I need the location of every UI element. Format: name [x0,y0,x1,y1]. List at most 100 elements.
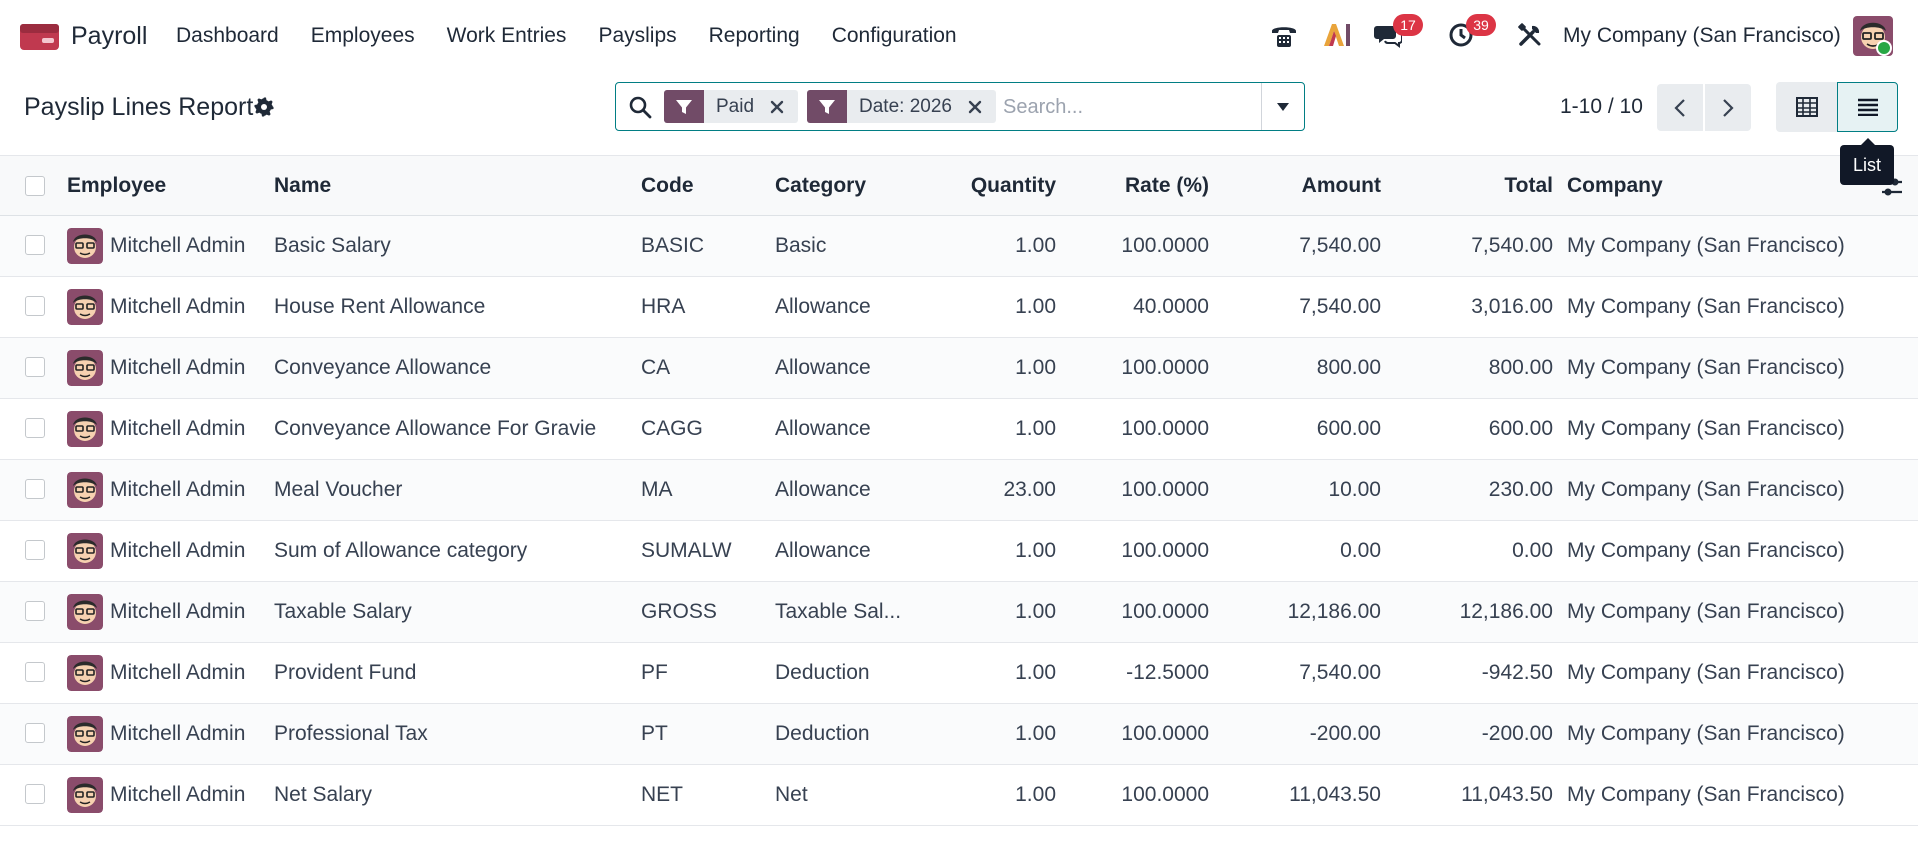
column-amount[interactable]: Amount [1301,174,1381,197]
cell-amount[interactable]: 7,540.00 [1299,661,1381,684]
cell-amount[interactable]: 10.00 [1328,478,1381,501]
close-icon[interactable] [766,96,788,118]
cell-category[interactable]: Allowance [775,417,871,440]
row-checkbox[interactable] [25,418,45,438]
cell-code[interactable]: HRA [641,295,686,318]
cell-rate[interactable]: 100.0000 [1121,417,1209,440]
select-all-checkbox[interactable] [25,176,45,196]
employee-avatar[interactable] [67,533,103,569]
row-checkbox[interactable] [25,784,45,804]
cell-amount[interactable]: 800.00 [1316,356,1381,379]
cell-company[interactable]: My Company (San Francisco) [1567,783,1845,806]
list-view-button[interactable] [1837,82,1898,132]
cell-total[interactable]: 230.00 [1488,478,1553,501]
cell-quantity[interactable]: 1.00 [1015,417,1056,440]
cell-category[interactable]: Net [775,783,808,806]
cell-amount[interactable]: 0.00 [1340,539,1381,562]
cell-company[interactable]: My Company (San Francisco) [1567,234,1845,257]
cell-rate[interactable]: 100.0000 [1121,600,1209,623]
cell-rate[interactable]: 100.0000 [1121,478,1209,501]
column-rate[interactable]: Rate (%) [1124,174,1209,197]
cell-code[interactable]: PF [641,661,668,684]
menu-employees[interactable]: Employees [310,24,415,47]
pager-value[interactable]: 1-10 / 10 [1560,95,1643,118]
cell-quantity[interactable]: 1.00 [1015,722,1056,745]
cell-quantity[interactable]: 1.00 [1015,600,1056,623]
menu-payslips[interactable]: Payslips [598,24,677,47]
cell-total[interactable]: 800.00 [1488,356,1553,379]
cell-name[interactable]: Basic Salary [274,234,391,257]
table-row[interactable]: Mitchell Admin Basic Salary BASIC Basic 1.00… [0,216,1918,277]
cell-total[interactable]: 12,186.00 [1459,600,1553,623]
menu-work-entries[interactable]: Work Entries [446,24,567,47]
employee-avatar[interactable] [67,228,103,264]
table-row[interactable]: Mitchell Admin Taxable Salary GROSS Taxable… [0,582,1918,643]
cell-employee[interactable]: Mitchell Admin [110,234,246,257]
cell-name[interactable]: House Rent Allowance [274,295,486,318]
cell-employee[interactable]: Mitchell Admin [110,356,246,379]
cell-employee[interactable]: Mitchell Admin [110,783,246,806]
cell-quantity[interactable]: 1.00 [1015,661,1056,684]
table-row[interactable]: Mitchell Admin Meal Voucher MA Allowance 23.… [0,460,1918,521]
cell-code[interactable]: NET [641,783,683,806]
payroll-app-icon[interactable] [20,22,59,52]
cell-quantity[interactable]: 1.00 [1015,356,1056,379]
cell-category[interactable]: Basic [775,234,827,257]
column-total[interactable]: Total [1504,174,1553,197]
column-quantity[interactable]: Quantity [970,174,1056,197]
cell-employee[interactable]: Mitchell Admin [110,478,246,501]
menu-configuration[interactable]: Configuration [831,24,957,47]
cell-name[interactable]: Professional Tax [274,722,428,745]
employee-avatar[interactable] [67,289,103,325]
cell-quantity[interactable]: 1.00 [1015,234,1056,257]
menu-reporting[interactable]: Reporting [708,24,800,47]
cell-employee[interactable]: Mitchell Admin [110,417,246,440]
cell-name[interactable]: Conveyance Allowance For Gravie [274,417,597,440]
table-row[interactable]: Mitchell Admin House Rent Allowance HRA All… [0,277,1918,338]
cell-category[interactable]: Allowance [775,356,871,379]
search-input[interactable] [1003,92,1253,122]
employee-avatar[interactable] [67,655,103,691]
row-checkbox[interactable] [25,540,45,560]
cell-company[interactable]: My Company (San Francisco) [1567,539,1845,562]
gear-icon[interactable] [254,97,274,117]
cell-total[interactable]: 11,043.50 [1461,783,1553,806]
cell-name[interactable]: Conveyance Allowance [274,356,492,379]
cell-code[interactable]: GROSS [641,600,717,623]
chat-icon[interactable]: 17 [1371,14,1423,52]
employee-avatar[interactable] [67,594,103,630]
phone-icon[interactable] [1267,18,1301,52]
cell-code[interactable]: MA [641,478,673,501]
cell-quantity[interactable]: 23.00 [1003,478,1056,501]
employee-avatar[interactable] [67,411,103,447]
cell-company[interactable]: My Company (San Francisco) [1567,661,1845,684]
search-options-toggle[interactable] [1261,83,1304,130]
cell-code[interactable]: PT [641,722,668,745]
cell-company[interactable]: My Company (San Francisco) [1567,478,1845,501]
cell-total[interactable]: 7,540.00 [1471,234,1553,257]
search-icon[interactable] [628,95,652,119]
column-employee[interactable]: Employee [67,174,167,197]
column-company[interactable]: Company [1567,174,1663,197]
cell-name[interactable]: Provident Fund [274,661,417,684]
row-checkbox[interactable] [25,479,45,499]
employee-avatar[interactable] [67,350,103,386]
cell-category[interactable]: Taxable Sal... [775,600,902,623]
cell-name[interactable]: Meal Voucher [274,478,403,501]
close-icon[interactable] [964,96,986,118]
cell-rate[interactable]: 100.0000 [1121,234,1209,257]
table-row[interactable]: Mitchell Admin Professional Tax PT Deductio… [0,704,1918,765]
cell-employee[interactable]: Mitchell Admin [110,661,246,684]
cell-rate[interactable]: -12.5000 [1126,661,1209,684]
pager-next-button[interactable] [1705,84,1751,131]
cell-category[interactable]: Allowance [775,478,871,501]
employee-avatar[interactable] [67,472,103,508]
menu-dashboard[interactable]: Dashboard [176,24,279,47]
cell-category[interactable]: Deduction [775,661,870,684]
row-checkbox[interactable] [25,296,45,316]
debug-tools-icon[interactable] [1513,18,1547,52]
table-row[interactable]: Mitchell Admin Conveyance Allowance For G… [0,399,1918,460]
cell-company[interactable]: My Company (San Francisco) [1567,356,1845,379]
cell-employee[interactable]: Mitchell Admin [110,295,246,318]
cell-total[interactable]: 3,016.00 [1471,295,1553,318]
